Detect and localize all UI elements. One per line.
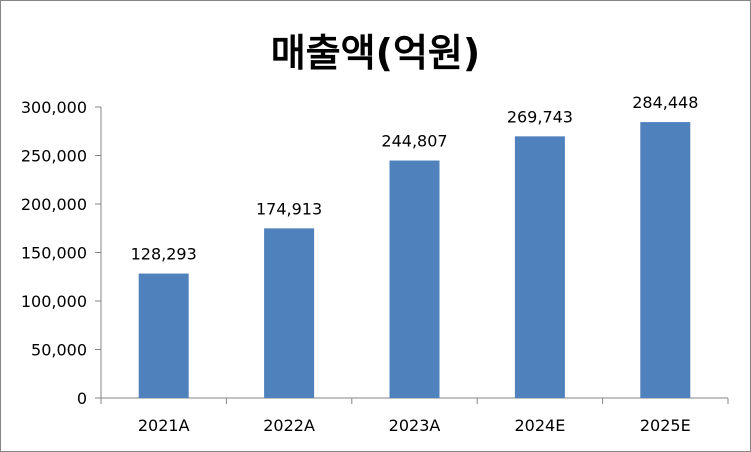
- y-tick-label: 100,000: [21, 292, 87, 311]
- y-axis: 0 50,000 100,000 150,000 200,000 250,000 300,0…: [21, 98, 102, 408]
- data-label: 174,913: [256, 199, 322, 218]
- bar: [640, 122, 691, 398]
- data-label: 128,293: [131, 245, 197, 264]
- data-labels: 128,293 174,913 244,807 269,743 284,448: [131, 93, 699, 263]
- bar: [264, 228, 315, 398]
- data-label: 244,807: [381, 132, 447, 151]
- x-tick-label: 2022A: [263, 416, 315, 435]
- x-tick-label: 2021A: [138, 416, 190, 435]
- bar: [389, 160, 440, 398]
- y-tick-label: 250,000: [21, 147, 87, 166]
- bars: [138, 122, 691, 398]
- bar: [138, 273, 189, 398]
- y-tick-label: 200,000: [21, 195, 87, 214]
- data-label: 284,448: [632, 93, 698, 112]
- chart-title: 매출액(억원): [270, 31, 481, 75]
- y-tick-label: 300,000: [21, 98, 87, 117]
- y-tick-label: 0: [77, 389, 87, 408]
- bar: [514, 136, 565, 398]
- data-label: 269,743: [507, 107, 573, 126]
- x-tick-label: 2025E: [640, 416, 691, 435]
- x-tick-label: 2023A: [389, 416, 441, 435]
- y-tick-label: 150,000: [21, 244, 87, 263]
- x-axis: 2021A 2022A 2023A 2024E 2025E: [100, 397, 729, 435]
- x-tick-label: 2024E: [514, 416, 565, 435]
- y-tick-label: 50,000: [31, 341, 87, 360]
